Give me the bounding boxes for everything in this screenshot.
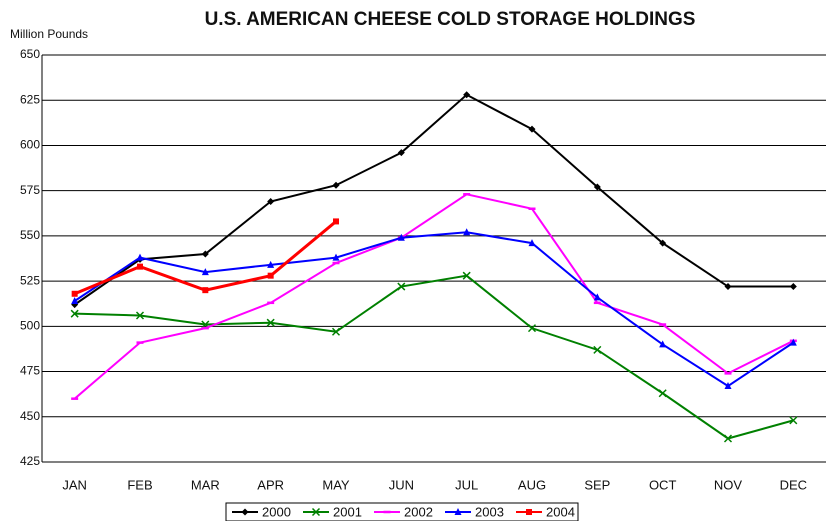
point <box>201 268 209 276</box>
x-tick-label: OCT <box>649 477 677 492</box>
point <box>593 183 601 191</box>
point <box>397 233 405 241</box>
legend-marker <box>241 508 249 516</box>
point <box>593 345 602 354</box>
x-tick-label: DEC <box>780 477 807 492</box>
point <box>789 283 797 291</box>
y-tick-label: 600 <box>20 138 40 152</box>
point <box>789 416 798 425</box>
point <box>659 239 667 247</box>
x-tick-label: FEB <box>127 477 152 492</box>
series-line <box>74 193 794 400</box>
point <box>463 91 471 99</box>
x-tick-label: MAY <box>322 477 350 492</box>
legend: 2000 2001 2002 2003 2004 <box>225 502 579 521</box>
point <box>136 253 144 261</box>
x-tick-label: APR <box>257 477 284 492</box>
point <box>267 198 275 206</box>
x-tick-label: JUL <box>455 477 478 492</box>
point <box>397 149 405 157</box>
point <box>658 389 667 398</box>
legend-marker <box>311 507 321 517</box>
point <box>70 309 79 318</box>
point <box>724 382 732 390</box>
y-tick-label: 575 <box>20 183 40 197</box>
legend-marker <box>526 509 532 515</box>
x-tick-label: AUG <box>518 477 546 492</box>
y-tick-label: 550 <box>20 228 40 242</box>
point <box>331 327 341 336</box>
legend-label: 2003 <box>475 504 504 519</box>
point <box>201 250 209 258</box>
x-tick-label: JAN <box>62 477 87 492</box>
legend-label: 2004 <box>546 504 575 519</box>
point <box>71 290 78 297</box>
point <box>332 181 340 189</box>
point <box>724 283 732 291</box>
point <box>462 271 471 280</box>
point <box>71 297 79 305</box>
point <box>202 287 209 294</box>
y-tick-label: 650 <box>20 47 40 61</box>
point <box>397 282 406 291</box>
point <box>267 260 275 268</box>
legend-box <box>225 502 579 521</box>
legend-label: 2001 <box>333 504 362 519</box>
series-line <box>74 274 794 440</box>
point <box>332 253 340 261</box>
x-tick-label: JUN <box>389 477 414 492</box>
point <box>137 263 143 270</box>
legend-label: 2000 <box>262 504 291 519</box>
y-tick-label: 425 <box>20 454 40 468</box>
x-tick-label: NOV <box>714 477 743 492</box>
point <box>593 293 601 301</box>
y-tick-label: 625 <box>20 92 40 106</box>
chart-title: U.S. AMERICAN CHEESE COLD STORAGE HOLDIN… <box>205 9 696 30</box>
y-tick-label: 475 <box>20 364 40 378</box>
legend-marker <box>454 508 462 515</box>
point <box>333 218 339 225</box>
y-tick-label: 450 <box>20 409 40 423</box>
series-line <box>74 93 794 306</box>
point <box>723 434 733 443</box>
legend-label: 2002 <box>404 504 433 519</box>
point <box>463 228 471 236</box>
x-tick-label: SEP <box>584 477 610 492</box>
x-tick-label: MAR <box>191 477 220 492</box>
point <box>528 125 536 133</box>
point <box>135 311 145 320</box>
point <box>527 324 537 333</box>
y-tick-label: 525 <box>20 273 40 287</box>
point <box>789 338 797 346</box>
point <box>267 272 274 279</box>
point <box>528 239 536 247</box>
point <box>659 340 667 348</box>
series-line <box>74 231 794 388</box>
y-tick-label: 500 <box>20 319 40 333</box>
point <box>266 318 275 327</box>
y-axis-label: Million Pounds <box>10 27 88 41</box>
